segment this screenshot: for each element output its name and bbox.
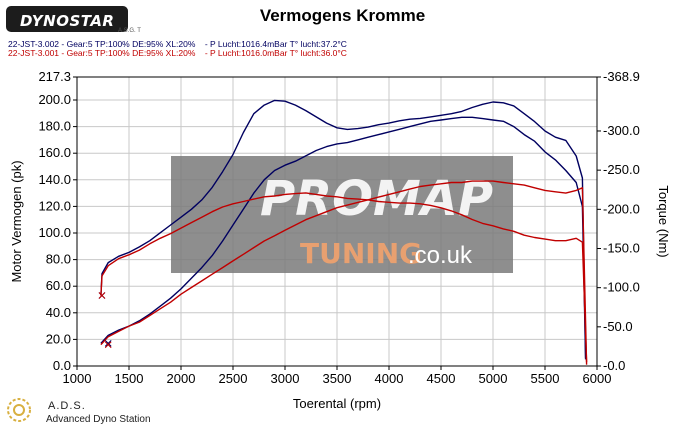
y-left-tick-label: 140.0	[38, 172, 71, 187]
x-tick-label: 5500	[531, 371, 560, 386]
axis-layer: 1000 1500 2000 2500 3000 3500 4000 4500 5000 5500…	[9, 69, 671, 411]
y-right-tick-label: -100.0	[603, 280, 640, 295]
watermark-background	[171, 156, 513, 273]
x-tick-label: 4000	[375, 371, 404, 386]
x-axis-label: Toerental (rpm)	[293, 396, 381, 411]
x-tick-label: 1000	[63, 371, 92, 386]
x-tick-label: 2000	[167, 371, 196, 386]
y-right-tick-label: -250.0	[603, 162, 640, 177]
y-left-tick-label: 120.0	[38, 198, 71, 213]
y-left-tick-label: 0.0	[53, 358, 71, 373]
x-tick-label: 6000	[583, 371, 612, 386]
y-left-tick-label: 180.0	[38, 119, 71, 134]
x-tick-label: 2500	[219, 371, 248, 386]
y-left-tick-label: 20.0	[46, 331, 71, 346]
run2-info: 22-JST-3.001 - Gear:5 TP:100% DE:95% XL:…	[8, 48, 347, 58]
y-left-tick-label: 200.0	[38, 92, 71, 107]
series-start-marker	[98, 292, 106, 299]
plot-frame	[76, 76, 598, 367]
y-right-tick-label: -150.0	[603, 240, 640, 255]
y-left-tick-label: 40.0	[46, 305, 71, 320]
x-tick-label: 1500	[115, 371, 144, 386]
ads-name: A.D.S.	[48, 400, 86, 412]
series-layer	[98, 99, 588, 365]
dynostar-logo: DYNOSTAR	[6, 6, 128, 32]
y-left-tick-label: 80.0	[46, 252, 71, 267]
x-tick-label: 3500	[323, 371, 352, 386]
y-right-tick-label: -368.9	[603, 69, 640, 84]
x-tick-label: 5000	[479, 371, 508, 386]
watermark-main-text: PROMAP	[260, 171, 493, 227]
watermark-tuning-text: TUNING	[300, 237, 422, 270]
series-line-2	[100, 99, 587, 359]
series-start-marker	[104, 341, 112, 349]
chart-title: Vermogens Kromme	[259, 6, 426, 25]
y-right-tick-label: -300.0	[603, 123, 640, 138]
y-left-axis-label: Motor Vermogen (pk)	[9, 160, 24, 282]
series-line-3	[100, 180, 588, 365]
x-tick-label: 4500	[427, 371, 456, 386]
y-left-tick-label: 60.0	[46, 278, 71, 293]
y-right-tick-label: -50.0	[603, 319, 633, 334]
dynostar-logo-text: DYNOSTAR	[20, 12, 115, 30]
ads-full-name: Advanced Dyno Station	[46, 414, 151, 425]
series-line-1	[100, 116, 587, 360]
x-tick-label: 3000	[271, 371, 300, 386]
y-left-tick-label: 100.0	[38, 225, 71, 240]
dynostar-logo-subtext: A.S.G. T	[118, 28, 141, 34]
y-right-tick-label: -0.0	[603, 358, 625, 373]
watermark: PROMAP TUNING .co.uk	[171, 156, 513, 273]
series-line-4	[100, 192, 588, 363]
y-right-tick-label: -200.0	[603, 201, 640, 216]
y-left-tick-label: 160.0	[38, 145, 71, 160]
y-right-axis-label: Torque (Nm)	[656, 185, 671, 257]
run1-info: 22-JST-3.002 - Gear:5 TP:100% DE:95% XL:…	[8, 39, 347, 49]
series-start-marker	[104, 340, 112, 347]
y-left-tick-label: 217.3	[38, 69, 71, 84]
ads-logo-icon	[7, 398, 31, 422]
watermark-domain-text: .co.uk	[408, 242, 473, 269]
